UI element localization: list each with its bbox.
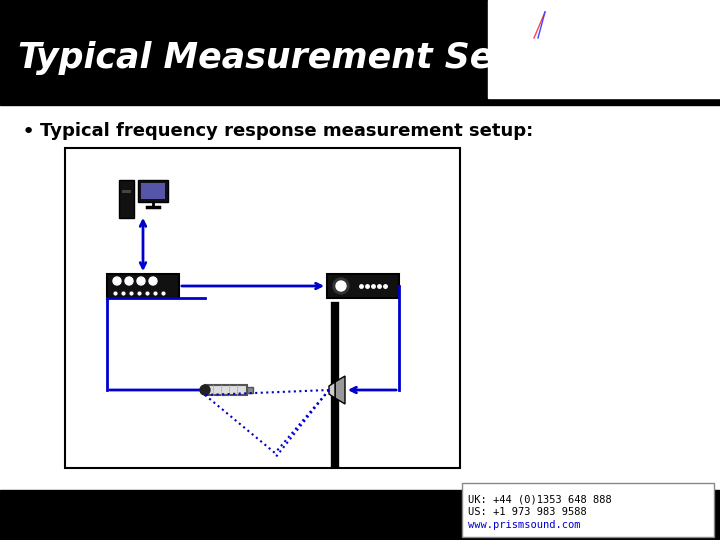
Polygon shape xyxy=(335,376,345,404)
Circle shape xyxy=(113,277,121,285)
Circle shape xyxy=(149,277,157,285)
Circle shape xyxy=(333,278,349,294)
Bar xyxy=(119,180,134,218)
Bar xyxy=(65,148,460,468)
Text: •: • xyxy=(22,122,35,142)
Text: US: +1 973 983 9588: US: +1 973 983 9588 xyxy=(468,507,587,517)
Bar xyxy=(107,274,179,298)
Text: Sound: Sound xyxy=(617,33,675,51)
Bar xyxy=(327,274,399,298)
Circle shape xyxy=(137,277,145,285)
Bar xyxy=(122,190,131,193)
Polygon shape xyxy=(329,382,335,398)
Bar xyxy=(138,180,168,202)
Bar xyxy=(205,385,247,395)
Text: Typical frequency response measurement setup:: Typical frequency response measurement s… xyxy=(40,122,534,140)
Bar xyxy=(0,0,720,105)
Circle shape xyxy=(125,277,133,285)
Text: www.prismsound.com: www.prismsound.com xyxy=(468,520,580,530)
Text: Typical Measurement Setup: Typical Measurement Setup xyxy=(18,41,559,75)
Bar xyxy=(247,387,253,393)
Bar xyxy=(0,490,720,540)
Text: Prism: Prism xyxy=(575,33,634,51)
Circle shape xyxy=(200,385,210,395)
Bar xyxy=(141,183,165,199)
Text: UK: +44 (0)1353 648 888: UK: +44 (0)1353 648 888 xyxy=(468,494,612,504)
Circle shape xyxy=(336,281,346,291)
Bar xyxy=(488,0,720,98)
Bar xyxy=(462,483,714,537)
